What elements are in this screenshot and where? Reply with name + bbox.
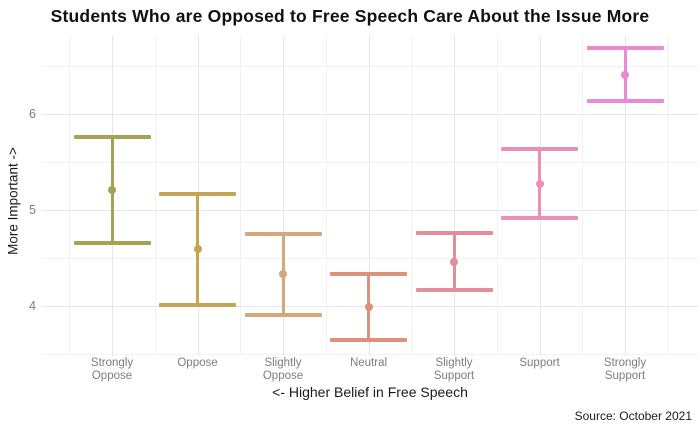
errorbar-cap-low-neutral [330,337,407,342]
gridline-h-major [42,209,698,211]
errorbar-cap-low-slightly-support [415,287,493,292]
x-tick-label: Oppose [177,357,218,369]
x-tick-label: Strongly Support [603,357,647,382]
errorbar-cap-high-strongly-oppose [73,134,151,139]
gridline-v-major [454,36,455,356]
y-tick-label: 4 [29,299,36,314]
errorbar-cap-low-oppose [159,303,236,308]
gridline-v-minor [667,36,669,356]
gridline-h-minor [42,354,698,356]
errorbar-cap-high-strongly-support [586,46,664,51]
chart-title: Students Who are Opposed to Free Speech … [50,6,650,26]
x-axis-title: <- Higher Belief in Free Speech [272,384,468,400]
gridline-v-minor [154,36,156,356]
gridline-v-minor [496,36,498,356]
errorbar-cap-low-slightly-oppose [244,312,322,317]
plot-panel [42,36,698,356]
errorbar-cap-high-oppose [159,191,236,196]
errorbar-cap-high-slightly-support [415,230,493,235]
point-strongly-oppose [108,185,116,194]
gridline-v-minor [582,36,584,356]
gridline-v-minor [240,36,242,356]
gridline-v-major [283,36,284,356]
point-slightly-oppose [279,270,287,279]
errorbar-cap-low-support [501,215,578,220]
x-tick-label: Slightly Oppose [262,357,304,382]
x-tick-label: Neutral [349,357,388,369]
y-tick-label: 6 [29,106,36,121]
gridline-v-minor [325,36,327,356]
errorbar-cap-high-slightly-oppose [244,231,322,236]
x-tick-label: Support [519,357,560,369]
y-tick-label: 5 [29,202,36,217]
gridline-v-minor [411,36,413,356]
gridline-v-major [368,36,370,356]
gridline-h-minor [42,161,698,163]
point-support [535,179,544,188]
point-neutral [364,302,373,311]
source-caption: Source: October 2021 [574,409,692,423]
errorbar-cap-high-support [501,147,578,152]
errorbar-cap-high-neutral [330,272,407,277]
gridline-h-minor [42,65,698,67]
x-tick-label: Strongly Oppose [90,357,134,382]
point-oppose [193,245,202,254]
gridline-h-minor [42,257,698,259]
x-tick-label: Slightly Support [433,357,475,382]
point-strongly-support [621,71,629,80]
gridline-v-major [625,36,626,356]
gridline-v-minor [69,36,71,356]
errorbar-cap-low-strongly-support [586,99,664,104]
point-slightly-support [450,257,458,266]
gridline-h-major [42,113,698,115]
errorbar-cap-low-strongly-oppose [73,240,151,245]
